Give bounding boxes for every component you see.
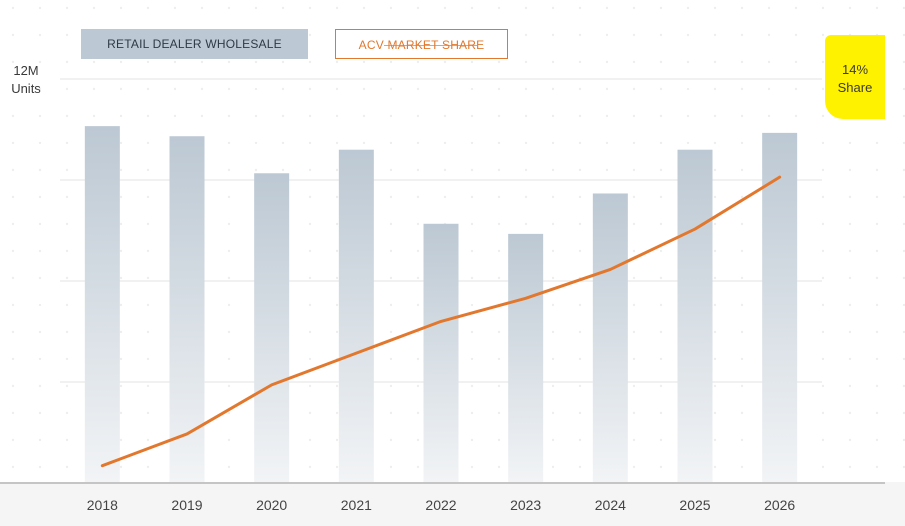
left-axis-value: 12M [13,63,39,78]
x-tick-label: 2018 [87,497,118,513]
right-axis-unit: Share [837,80,873,95]
right-axis-value: 14% [841,62,869,77]
x-tick-label: 2021 [341,497,372,513]
bar-2025 [677,149,713,483]
x-tick-label: 2025 [679,497,710,513]
x-tick-label: 2026 [764,497,795,513]
bar-2024 [592,193,628,483]
left-axis-label: 12M Units [4,62,48,98]
legend-retail-dealer-wholesale: RETAIL DEALER WHOLESALE [81,29,308,59]
line-series [100,175,782,468]
right-axis-label-highlighted: 14% Share [825,35,885,119]
x-tick-label: 2024 [595,497,626,513]
bar-2018 [84,126,120,483]
bar-2022 [423,223,459,483]
bar-2023 [508,233,544,483]
left-axis-unit: Units [11,81,41,96]
x-tick-label: 2023 [510,497,541,513]
legend-acv-market-share: ACV MARKET SHARE [335,29,508,59]
x-tick-label: 2019 [171,497,202,513]
x-tick-label: 2020 [256,497,287,513]
bar-2026 [762,132,798,483]
bar-2021 [338,149,374,483]
x-tick-label: 2022 [425,497,456,513]
x-tick-labels: 2018 2019 2020 2021 2022 2023 2024 2025 2026 [87,497,796,513]
acv-market-share-line [100,175,782,468]
bar-2019 [169,136,205,483]
x-axis-band [0,482,905,526]
bar-2020 [254,173,290,483]
bar-series [84,126,798,483]
legend-strike-mark [384,45,477,46]
legend-bars-label: RETAIL DEALER WHOLESALE [107,37,282,51]
